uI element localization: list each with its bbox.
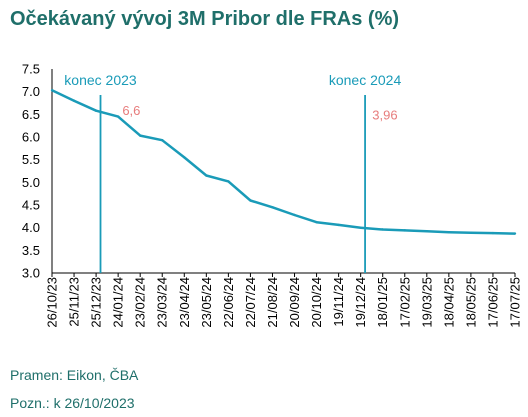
year-end-marker-label: konec 2024 xyxy=(329,72,402,88)
x-tick-label: 17/07/25 xyxy=(508,277,523,328)
x-tick-label: 19/12/24 xyxy=(353,277,368,328)
data-point xyxy=(491,231,495,235)
x-axis: 26/10/23 25/11/23 25/12/23 24/01/24 23/02/24… xyxy=(45,273,523,328)
data-point xyxy=(161,138,164,142)
data-point xyxy=(337,223,340,227)
date-note: Pozn.: k 26/10/2023 xyxy=(10,395,135,411)
x-tick-label: 17/06/25 xyxy=(485,277,500,328)
x-tick-label: 23/02/24 xyxy=(133,277,148,328)
x-tick-label: 24/01/24 xyxy=(111,277,126,328)
data-label: 3,96 xyxy=(372,107,397,122)
data-point xyxy=(138,134,142,137)
series-layer xyxy=(50,89,517,235)
year-end-marker-label: konec 2023 xyxy=(64,72,137,88)
data-point xyxy=(403,229,406,232)
data-point xyxy=(227,180,230,183)
data-labels: 6,6 3,96 xyxy=(122,103,397,123)
data-point xyxy=(94,109,98,112)
data-point xyxy=(50,89,54,92)
x-tick-label: 19/11/24 xyxy=(331,277,346,327)
data-point xyxy=(116,115,120,118)
y-axis: 3.0 3.5 4.0 4.5 5.0 5.5 6.0 6.5 7.0 7.5 xyxy=(22,62,40,281)
x-tick-label: 18/04/25 xyxy=(441,277,456,328)
chart-title: Očekávaný vývoj 3M Pribor dle FRAs (%) xyxy=(10,8,400,30)
data-point xyxy=(205,174,208,177)
y-tick-label: 3.5 xyxy=(22,243,40,258)
data-label: 6,6 xyxy=(122,103,140,118)
y-tick-label: 4.0 xyxy=(22,220,40,235)
y-tick-label: 5.5 xyxy=(22,152,40,167)
x-tick-label: 22/07/24 xyxy=(243,277,258,328)
y-tick-label: 7.0 xyxy=(22,84,40,99)
x-tick-label: 20/10/24 xyxy=(309,277,324,328)
x-tick-label: 19/03/25 xyxy=(419,277,434,328)
data-point xyxy=(315,221,318,224)
x-tick-label: 18/01/25 xyxy=(375,277,390,328)
y-tick-label: 6.5 xyxy=(22,107,40,122)
y-tick-label: 6.0 xyxy=(22,130,40,145)
x-tick-label: 21/08/24 xyxy=(265,277,280,328)
x-tick-label: 17/02/25 xyxy=(397,277,412,328)
series-line xyxy=(51,89,516,235)
y-tick-label: 3.0 xyxy=(22,266,40,281)
data-point xyxy=(183,156,186,159)
data-point xyxy=(513,232,517,235)
x-tick-label: 23/03/24 xyxy=(155,277,170,328)
year-end-markers: konec 2023 konec 2024 xyxy=(64,72,401,273)
data-point xyxy=(447,231,451,234)
data-point xyxy=(271,206,274,209)
x-tick-label: 25/11/23 xyxy=(67,277,82,327)
data-point xyxy=(293,213,296,217)
x-tick-label: 18/05/25 xyxy=(463,277,478,328)
data-point xyxy=(425,230,429,233)
data-point xyxy=(249,199,252,202)
y-tick-label: 5.0 xyxy=(22,175,40,190)
x-tick-label: 23/04/24 xyxy=(177,277,192,328)
x-tick-label: 25/12/23 xyxy=(89,277,104,328)
y-tick-label: 7.5 xyxy=(22,62,40,77)
x-tick-label: 22/06/24 xyxy=(221,277,236,328)
data-point xyxy=(359,226,362,229)
x-tick-label: 23/05/24 xyxy=(199,277,214,328)
source-note: Pramen: Eikon, ČBA xyxy=(10,367,139,383)
data-point xyxy=(469,231,473,234)
x-tick-label: 20/09/24 xyxy=(287,277,302,328)
axis-lines xyxy=(51,69,515,274)
y-tick-label: 4.5 xyxy=(22,198,40,213)
data-point xyxy=(381,228,384,231)
x-tick-label: 26/10/23 xyxy=(45,277,60,328)
data-point xyxy=(72,99,76,102)
